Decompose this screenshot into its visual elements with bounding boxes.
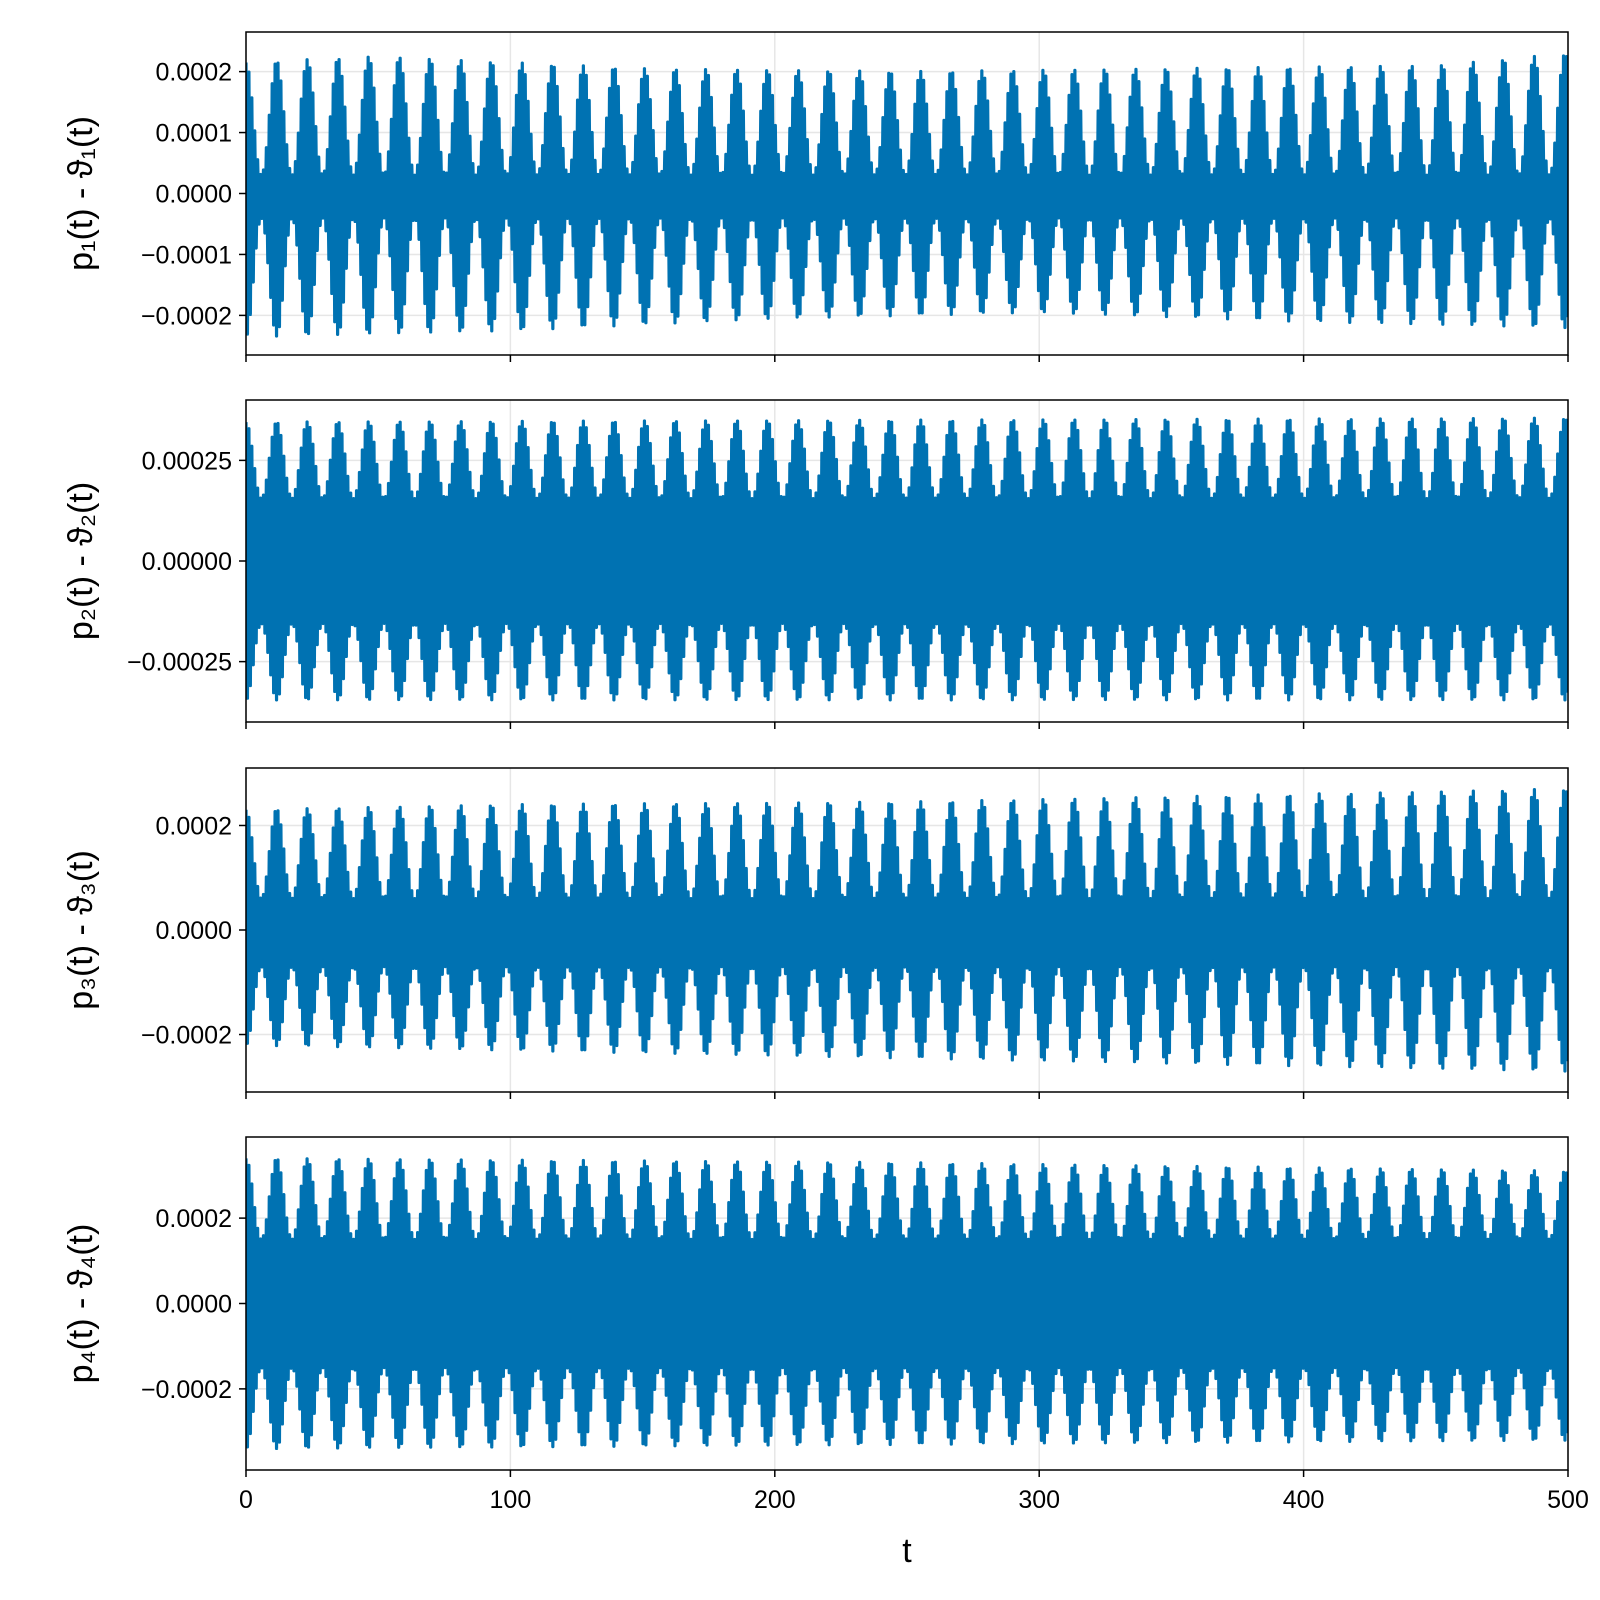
y-tick-label: 0.00025	[142, 447, 232, 475]
panel-4: 0 100 200 300 400 500 −0.0002 0.0000 0.0002 p₄(t)…	[62, 1136, 1589, 1570]
panel-3: −0.0002 0.0000 0.0002 p₃(t) - ϑ₃(t)	[62, 767, 1569, 1099]
series-line	[246, 416, 1568, 702]
y-tick-label: 0.0001	[156, 120, 232, 148]
x-tick-label: 0	[239, 1486, 253, 1514]
y-tick-label: 0.0002	[156, 59, 232, 87]
y-tick-label: 0.0002	[156, 1205, 232, 1233]
x-tick-label: 300	[1018, 1486, 1060, 1514]
y-tick-label: −0.0002	[141, 1022, 232, 1050]
x-tick-label: 100	[490, 1486, 532, 1514]
panel-1: −0.0002 −0.0001 0.0000 0.0001 0.0002 p₁(t) - …	[62, 31, 1569, 362]
y-axis-label: p₁(t) - ϑ₁(t)	[62, 116, 100, 271]
series-line	[246, 1157, 1568, 1451]
y-tick-label: 0.0000	[156, 917, 232, 945]
y-tick-label: 0.0000	[156, 181, 232, 209]
x-axis-label: t	[902, 1532, 912, 1570]
series-line	[246, 54, 1568, 338]
panel-2: −0.00025 0.00000 0.00025 p₂(t) - ϑ₂(t)	[62, 399, 1569, 729]
x-tick-label: 200	[754, 1486, 796, 1514]
series-line	[246, 788, 1568, 1073]
x-tick-label: 500	[1547, 1486, 1589, 1514]
y-tick-label: −0.0002	[141, 302, 232, 330]
y-axis-label: p₂(t) - ϑ₂(t)	[62, 482, 100, 640]
y-tick-label: 0.0000	[156, 1291, 232, 1319]
y-tick-label: 0.0002	[156, 812, 232, 840]
y-tick-label: −0.0002	[141, 1376, 232, 1404]
y-tick-label: 0.00000	[142, 548, 232, 576]
y-tick-label: −0.0001	[141, 241, 232, 269]
x-tick-label: 400	[1283, 1486, 1325, 1514]
y-tick-label: −0.00025	[127, 649, 232, 677]
panels: −0.0002 −0.0001 0.0000 0.0001 0.0002 p₁(t) - …	[62, 31, 1589, 1570]
y-axis-label: p₃(t) - ϑ₃(t)	[62, 850, 100, 1010]
y-axis-label: p₄(t) - ϑ₄(t)	[62, 1224, 100, 1384]
